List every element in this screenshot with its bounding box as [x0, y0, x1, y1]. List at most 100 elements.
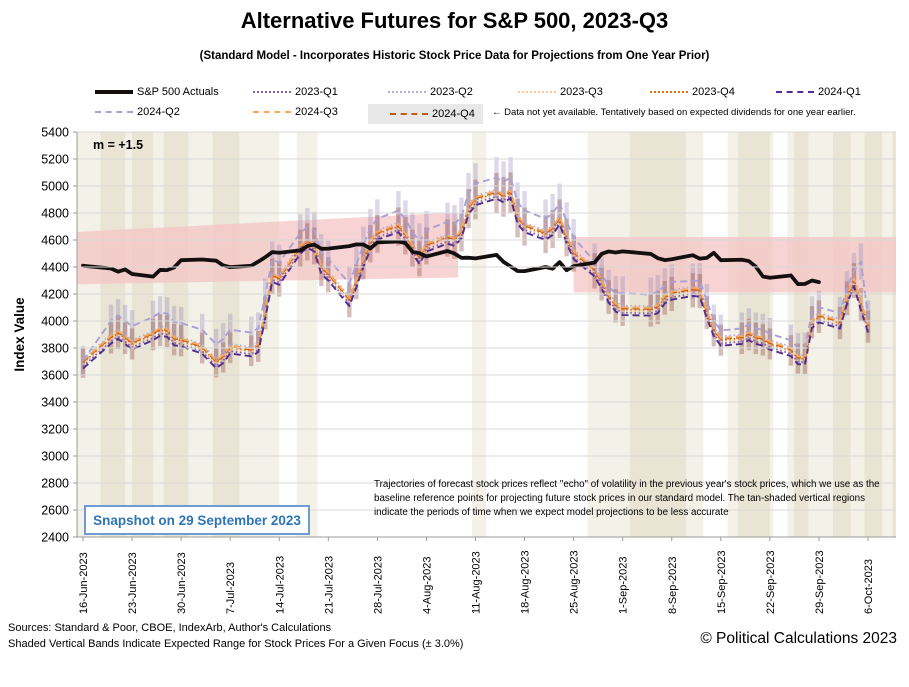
range-bar-lavender [606, 269, 611, 305]
legend-item-2024-Q3[interactable]: 2024-Q3 [253, 104, 338, 120]
range-bar-maroon [648, 293, 653, 327]
range-bar-maroon [753, 322, 759, 354]
range-bar-maroon [171, 323, 177, 356]
tan-stripe [296, 132, 318, 537]
range-bar-lavender [150, 300, 156, 334]
legend-item-S-P-500-Actuals[interactable]: S&P 500 Actuals [95, 84, 219, 100]
legend-swatch-dotted [253, 91, 291, 93]
range-bar-lavender [564, 202, 569, 241]
x-tick-label: 6-Oct-2023 [863, 559, 875, 614]
legend-row-2: 2024-Q2 2024-Q3 2024-Q4 ← Data not yet avai… [0, 104, 909, 124]
chart-subtitle: (Standard Model - Incorporates Historic … [199, 50, 710, 62]
range-bar-maroon [494, 172, 499, 214]
legend-item-2024-Q2[interactable]: 2024-Q2 [95, 104, 180, 120]
y-tick-label: 2800 [41, 477, 69, 491]
plot-area [77, 132, 896, 537]
x-tick-label: 21-Jul-2023 [323, 556, 335, 614]
range-bar-maroon [305, 223, 310, 261]
y-tick-label: 5400 [41, 126, 69, 140]
range-bar-lavender [270, 241, 275, 278]
snapshot-label: Snapshot on 29 September 2023 [84, 505, 310, 535]
range-bar-lavender [718, 314, 724, 347]
range-bar-maroon [270, 258, 275, 294]
tan-stripe [629, 132, 686, 537]
legend-swatch-dashed [776, 91, 814, 93]
legend-label: 2024-Q3 [295, 106, 338, 118]
legend-item-2023-Q2[interactable]: 2023-Q2 [388, 84, 473, 100]
range-bar-lavender [129, 310, 135, 343]
series-line-2023-Q3[interactable] [82, 193, 869, 366]
y-tick-label: 2600 [41, 504, 69, 518]
range-bar-maroon [501, 176, 506, 217]
y-tick-label: 3800 [41, 342, 69, 356]
y-tick-label: 4600 [41, 234, 69, 248]
range-bar-maroon [213, 347, 219, 378]
legend-availability-note: ← Data not yet available. Tentatively ba… [492, 107, 856, 118]
x-tick-label: 25-Aug-2023 [569, 550, 581, 614]
x-tick-label: 16-Jun-2023 [78, 552, 90, 614]
series-line-2024-Q2[interactable] [82, 176, 869, 362]
range-bar-lavender [760, 313, 766, 346]
range-bar-maroon [249, 335, 254, 367]
range-bar-lavender [508, 157, 513, 199]
x-tick-label: 15-Sep-2023 [716, 550, 728, 614]
x-tick-label: 11-Aug-2023 [471, 551, 483, 614]
series-line-2024-Q1[interactable] [82, 197, 869, 370]
legend-swatch-dotted [650, 91, 688, 93]
legend-swatch-dashed [390, 113, 428, 115]
range-bar-maroon [368, 225, 373, 263]
series-line-2023-Q1[interactable] [82, 195, 869, 367]
series-line-actuals[interactable] [81, 239, 821, 286]
series-line-2024-Q3[interactable] [82, 189, 869, 362]
legend-swatch-dotted [518, 91, 556, 93]
range-bar-lavender [655, 274, 660, 310]
legend-label: 2024-Q1 [818, 86, 861, 98]
legend-swatch-dashed [95, 111, 133, 113]
x-tick-label: 30-Jun-2023 [176, 552, 188, 614]
x-tick-label: 14-Jul-2023 [274, 556, 286, 614]
legend-item-2024-Q1[interactable]: 2024-Q1 [776, 84, 861, 100]
range-bar-maroon [690, 273, 695, 308]
range-bar-lavender [704, 283, 709, 318]
range-bar-lavender [298, 214, 303, 252]
y-tick-label: 3200 [41, 423, 69, 437]
x-tick-label: 8-Sep-2023 [667, 557, 679, 615]
x-tick-label: 18-Aug-2023 [520, 550, 532, 614]
legend-label: 2023-Q3 [560, 86, 603, 98]
range-bar-lavender [613, 275, 618, 310]
range-bar-maroon [150, 318, 156, 351]
y-tick-label: 4200 [41, 288, 69, 302]
page-title: Alternative Futures for S&P 500, 2023-Q3 [240, 8, 669, 33]
slope-annotation: m = +1.5 [93, 138, 144, 152]
range-bar-maroon [445, 219, 450, 257]
y-tick-label: 3600 [41, 369, 69, 383]
legend-label: 2023-Q1 [295, 86, 338, 98]
range-bar-maroon [655, 290, 660, 325]
range-bar-lavender [410, 212, 415, 251]
range-bar-lavender [199, 313, 205, 346]
tan-stripe [864, 132, 883, 537]
legend-swatch-dashed [253, 111, 291, 113]
range-bar-lavender [459, 197, 464, 237]
range-bar-maroon [760, 324, 766, 356]
range-bar-maroon [466, 189, 471, 229]
y-tick-label: 2400 [41, 531, 69, 545]
range-bar-maroon [739, 322, 745, 354]
range-bar-maroon [767, 328, 773, 360]
legend-item-2024-Q4[interactable]: 2024-Q4 [368, 104, 483, 124]
legend-item-2023-Q1[interactable]: 2023-Q1 [253, 84, 338, 100]
y-tick-label: 4000 [41, 315, 69, 329]
legend-item-2023-Q4[interactable]: 2023-Q4 [650, 84, 735, 100]
x-tick-label: 23-Jun-2023 [127, 552, 139, 614]
range-bar-lavender [213, 328, 219, 360]
x-tick-label: 1-Sep-2023 [618, 557, 630, 615]
legend-row-1: S&P 500 Actuals 2023-Q1 2023-Q2 2023-Q3 2023… [0, 84, 909, 100]
range-bar-lavender [227, 313, 233, 346]
tan-stripe [163, 132, 189, 537]
legend-label: 2024-Q2 [137, 106, 180, 118]
pink-band-rect [573, 237, 896, 293]
y-tick-label: 4800 [41, 207, 69, 221]
legend-item-2023-Q3[interactable]: 2023-Q3 [518, 84, 603, 100]
legend-label: S&P 500 Actuals [137, 86, 219, 98]
